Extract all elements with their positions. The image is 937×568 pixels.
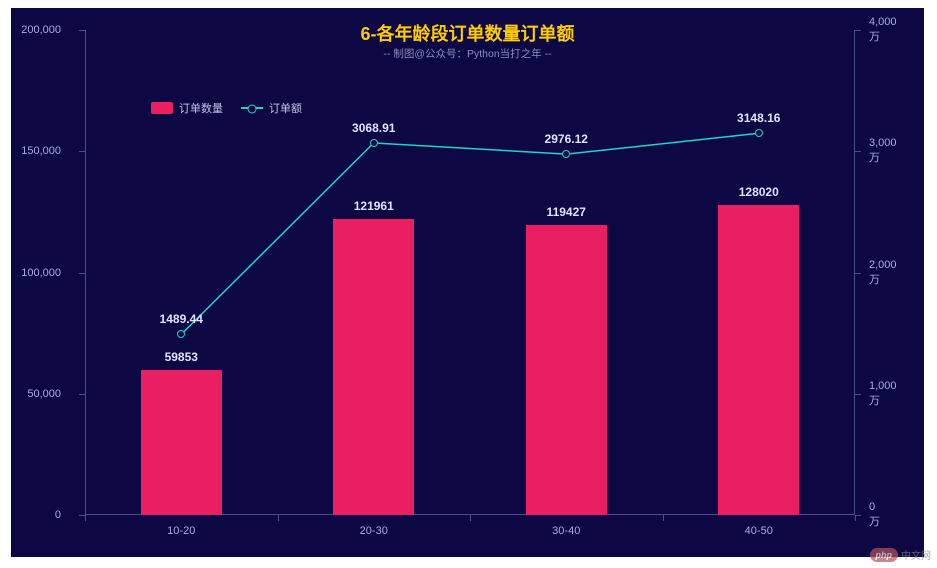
watermark: php 中文网 [870, 547, 932, 562]
watermark-badge: php [870, 548, 899, 562]
x-tick-label: 40-50 [745, 525, 773, 537]
line-point[interactable] [755, 129, 763, 137]
line-value-label: 2976.12 [545, 132, 588, 146]
line-point[interactable] [370, 139, 378, 147]
y-right-tick-label: 0万 [869, 501, 880, 529]
watermark-text: 中文网 [901, 547, 931, 562]
line-point[interactable] [562, 150, 570, 158]
x-tick-label: 30-40 [552, 525, 580, 537]
y-left-tick-label: 50,000 [27, 388, 61, 400]
line-point[interactable] [177, 330, 185, 338]
y-left-tick-label: 100,000 [21, 267, 61, 279]
x-tick-label: 20-30 [360, 525, 388, 537]
y-left-tick-label: 150,000 [21, 145, 61, 157]
plot-area: 050,000100,000150,000200,0000万1,000万2,00… [85, 30, 855, 515]
y-left-tick-label: 0 [55, 509, 61, 521]
y-left-tick-label: 200,000 [21, 24, 61, 36]
line-value-label: 1489.44 [160, 312, 203, 326]
line-value-label: 3148.16 [737, 111, 780, 125]
y-right-tick-label: 3,000万 [869, 137, 897, 165]
y-right-tick-label: 1,000万 [869, 380, 897, 408]
x-tick-label: 10-20 [167, 525, 195, 537]
chart-container: 6-各年龄段订单数量订单额 -- 制图@公众号：Python当打之年 -- 订单… [11, 8, 924, 557]
y-right-tick-label: 2,000万 [869, 259, 897, 287]
line-series [85, 30, 855, 515]
line-value-label: 3068.91 [352, 121, 395, 135]
y-right-tick-label: 4,000万 [869, 16, 897, 44]
